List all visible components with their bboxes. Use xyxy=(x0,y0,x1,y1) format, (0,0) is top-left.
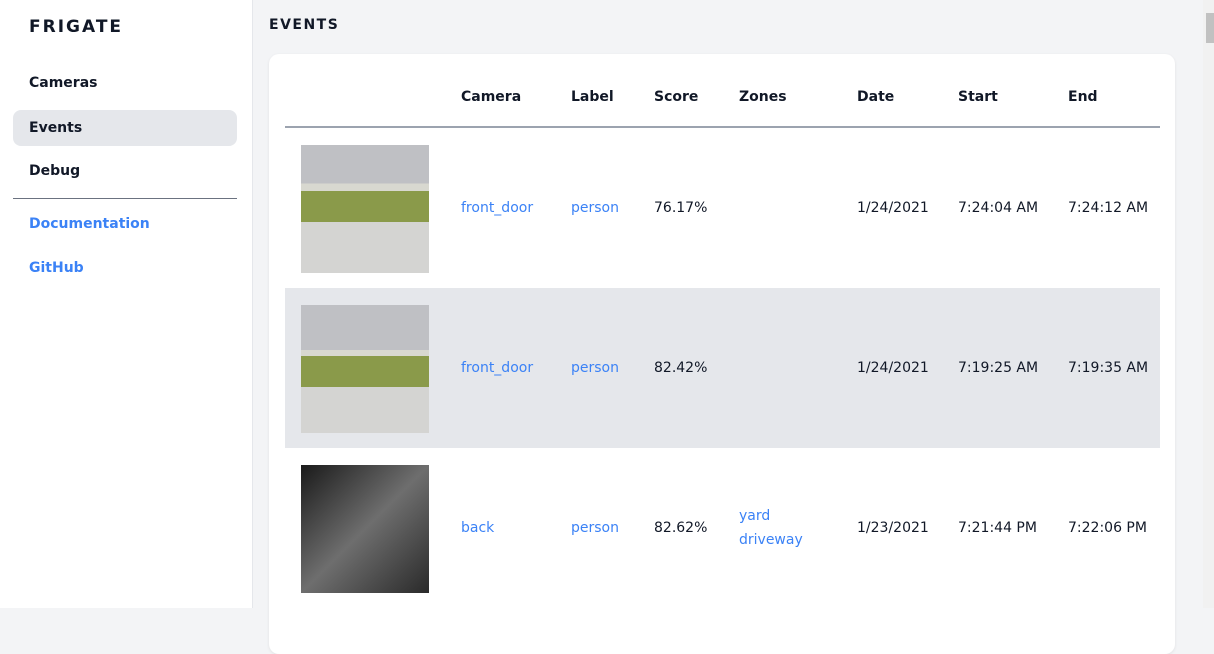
label-link[interactable]: person xyxy=(571,360,619,376)
header-date: Date xyxy=(857,89,895,105)
event-thumbnail[interactable] xyxy=(301,305,429,433)
end-cell: 7:24:12 AM xyxy=(1068,200,1149,216)
end-cell: 7:19:35 AM xyxy=(1068,360,1149,376)
camera-link[interactable]: front_door xyxy=(461,360,534,376)
header-divider xyxy=(285,126,1160,128)
camera-link[interactable]: front_door xyxy=(461,200,534,216)
header-end: End xyxy=(1068,89,1098,105)
table-row[interactable]: front_door person 76.17% 1/24/2021 7:24:… xyxy=(285,128,1160,288)
sidebar: FRIGATE Cameras Events Debug Documentati… xyxy=(0,0,253,608)
sidebar-item-debug[interactable]: Debug xyxy=(29,163,81,179)
scrollbar-thumb[interactable] xyxy=(1206,13,1214,43)
scrollbar[interactable] xyxy=(1203,0,1214,608)
page-title: EVENTS xyxy=(269,17,340,33)
documentation-link[interactable]: Documentation xyxy=(29,216,150,232)
table-row[interactable]: back person 82.62% yard driveway 1/23/202… xyxy=(285,448,1160,608)
score-cell: 82.62% xyxy=(654,520,708,536)
zones-cell: yard driveway xyxy=(739,448,803,608)
camera-link[interactable]: back xyxy=(461,520,495,536)
zone-link[interactable]: driveway xyxy=(739,532,803,548)
header-start: Start xyxy=(958,89,998,105)
sidebar-divider xyxy=(13,198,237,199)
header-zones: Zones xyxy=(739,89,787,105)
score-cell: 82.42% xyxy=(654,360,708,376)
score-cell: 76.17% xyxy=(654,200,708,216)
start-cell: 7:24:04 AM xyxy=(958,200,1039,216)
label-link[interactable]: person xyxy=(571,520,619,536)
brand-logo: FRIGATE xyxy=(29,17,124,37)
event-thumbnail[interactable] xyxy=(301,465,429,593)
header-score: Score xyxy=(654,89,699,105)
table-row[interactable]: front_door person 82.42% 1/24/2021 7:19:… xyxy=(285,288,1160,448)
event-thumbnail[interactable] xyxy=(301,145,429,273)
sidebar-item-cameras[interactable]: Cameras xyxy=(29,75,98,91)
start-cell: 7:19:25 AM xyxy=(958,360,1039,376)
zone-link[interactable]: yard xyxy=(739,508,771,524)
events-table: Camera Label Score Zones Date Start End … xyxy=(269,54,1175,654)
start-cell: 7:21:44 PM xyxy=(958,520,1037,536)
header-camera: Camera xyxy=(461,89,522,105)
header-label: Label xyxy=(571,89,614,105)
date-cell: 1/23/2021 xyxy=(857,520,929,536)
github-link[interactable]: GitHub xyxy=(29,260,84,276)
end-cell: 7:22:06 PM xyxy=(1068,520,1147,536)
sidebar-item-events[interactable]: Events xyxy=(13,110,237,146)
date-cell: 1/24/2021 xyxy=(857,200,929,216)
label-link[interactable]: person xyxy=(571,200,619,216)
date-cell: 1/24/2021 xyxy=(857,360,929,376)
